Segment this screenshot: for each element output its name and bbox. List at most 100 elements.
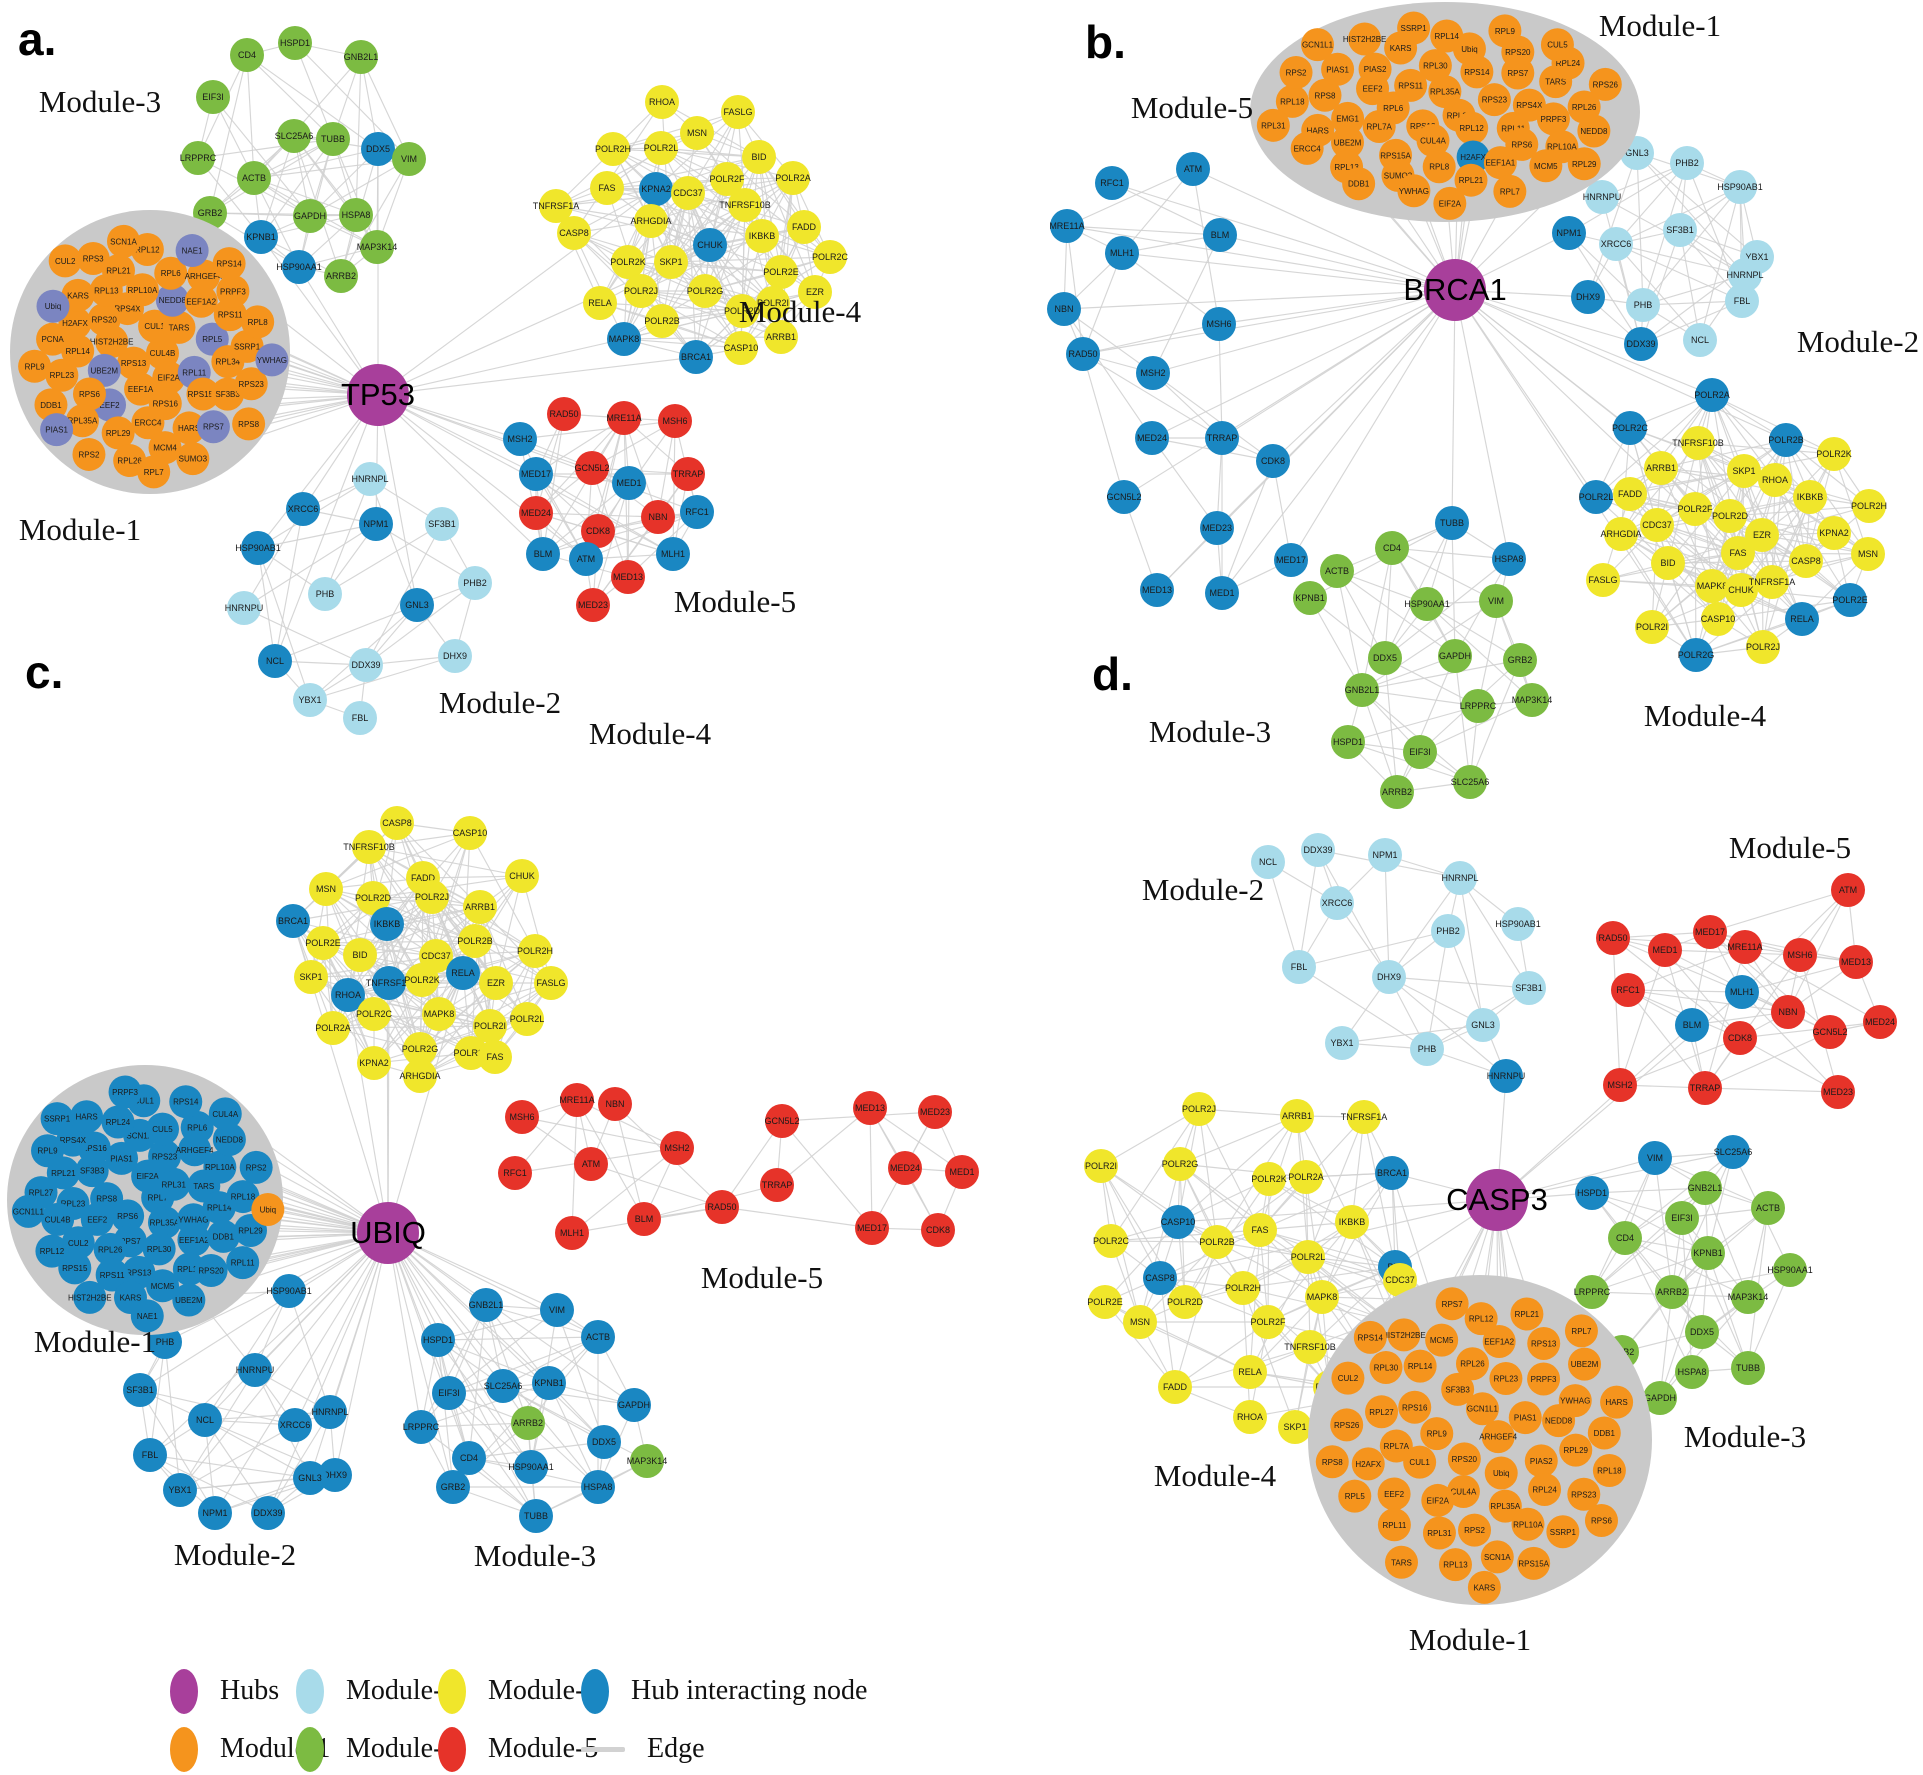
svg-text:RPL11: RPL11 [1501, 124, 1525, 133]
module-label: Module-4 [1154, 1458, 1277, 1493]
module4-swatch-icon [438, 1668, 466, 1714]
node-d-PHB: PHB [1410, 1032, 1444, 1066]
svg-text:EEF1A: EEF1A [128, 385, 154, 394]
svg-text:PRPF3: PRPF3 [1541, 115, 1567, 124]
edge-line-icon [581, 1746, 625, 1752]
svg-text:TUBB: TUBB [1440, 518, 1464, 528]
node-a-RPS20: RPS20 [87, 302, 121, 336]
svg-text:ARHGEF4: ARHGEF4 [185, 272, 223, 281]
svg-text:SF3B1: SF3B1 [428, 519, 456, 529]
svg-text:KARS: KARS [1473, 1583, 1495, 1592]
node-a-HNRNPL: HNRNPL [351, 462, 389, 496]
svg-text:RPL11: RPL11 [1382, 1521, 1406, 1530]
svg-text:MRE11A: MRE11A [1727, 942, 1762, 952]
svg-text:TARS: TARS [169, 323, 190, 332]
svg-text:RPS4X: RPS4X [60, 1136, 87, 1145]
node-d-RPS15A: RPS15A [1517, 1546, 1551, 1580]
node-a-MLH1: MLH1 [656, 537, 690, 571]
svg-text:RPL11: RPL11 [182, 368, 206, 377]
node-d-TARS: TARS [1385, 1545, 1419, 1579]
svg-text:TNFRSF10B: TNFRSF10B [1672, 438, 1724, 448]
svg-text:RPL8: RPL8 [248, 318, 269, 327]
node-d-HSPA8: HSPA8 [1675, 1355, 1709, 1389]
svg-text:NBN: NBN [648, 512, 667, 522]
svg-text:RPL23: RPL23 [1447, 111, 1472, 120]
svg-text:POLR2D: POLR2D [1167, 1297, 1204, 1307]
node-a-EZR: EZR [798, 275, 832, 309]
svg-text:RPS8: RPS8 [96, 1195, 117, 1204]
svg-text:POLR2H: POLR2H [1851, 501, 1887, 511]
node-b-ERCC4: ERCC4 [1290, 131, 1324, 165]
svg-text:POLR2I: POLR2I [1085, 1161, 1117, 1171]
svg-text:CUL4A: CUL4A [1420, 137, 1446, 146]
svg-text:RPL30: RPL30 [1423, 62, 1448, 71]
svg-text:KPNA2: KPNA2 [641, 184, 671, 194]
svg-text:EEF1A1: EEF1A1 [1485, 159, 1515, 168]
node-c-POLR2I: POLR2I [473, 1009, 507, 1043]
node-b-YWHAG: YWHAG [1397, 174, 1431, 208]
node-a-FAS: FAS [590, 171, 624, 205]
svg-text:SF3B3: SF3B3 [80, 1167, 105, 1176]
node-d-YWHAG: YWHAG [1558, 1384, 1592, 1418]
node-a-RPS2: RPS2 [72, 437, 106, 471]
node-c-RPL31: RPL31 [157, 1167, 191, 1201]
svg-text:RPS26: RPS26 [1593, 80, 1619, 89]
svg-text:BID: BID [1660, 558, 1676, 568]
svg-text:POLR2G: POLR2G [687, 286, 724, 296]
svg-text:IKBKB: IKBKB [374, 919, 401, 929]
svg-text:RPL7: RPL7 [1571, 1327, 1592, 1336]
node-d-H2AFX: H2AFX [1351, 1447, 1385, 1481]
svg-text:CHUK: CHUK [1728, 585, 1754, 595]
module-label: Module-2 [1797, 324, 1919, 359]
node-c-DHX9: DHX9 [318, 1458, 352, 1492]
node-b-RELA: RELA [1785, 602, 1819, 636]
svg-text:TARS: TARS [1391, 1558, 1412, 1567]
svg-text:ARHGEF4: ARHGEF4 [1479, 1433, 1517, 1442]
node-c-RPS23: RPS23 [148, 1139, 182, 1173]
node-c-GCN5L2: GCN5L2 [764, 1104, 800, 1138]
svg-text:HSP90AA1: HSP90AA1 [1404, 599, 1450, 609]
node-a-MED24: MED24 [519, 496, 553, 530]
node-c-POLR2B: POLR2B [457, 924, 493, 958]
module-label: Module-3 [474, 1538, 596, 1573]
svg-text:TARS: TARS [193, 1182, 214, 1191]
module-label: Module-2 [1142, 872, 1264, 907]
svg-text:RHOA: RHOA [1237, 1412, 1263, 1422]
svg-text:PRPF3: PRPF3 [1531, 1375, 1557, 1384]
svg-text:POLR2H: POLR2H [517, 946, 553, 956]
svg-text:RPL9: RPL9 [1427, 1430, 1448, 1439]
node-d-POLR2C: POLR2C [1093, 1224, 1130, 1258]
node-b-SLC25A6: SLC25A6 [1451, 765, 1489, 799]
node-d-RPL24: RPL24 [1528, 1472, 1562, 1506]
svg-text:RPL23: RPL23 [1494, 1375, 1519, 1384]
node-b-GCN5L2: GCN5L2 [1106, 480, 1142, 514]
node-a-POLR2B: POLR2B [644, 304, 680, 338]
node-c-POLR2A: POLR2A [315, 1011, 351, 1045]
node-b-FADD: FADD [1613, 477, 1647, 511]
svg-text:CASP8: CASP8 [559, 228, 589, 238]
svg-text:KPNA2: KPNA2 [1819, 528, 1849, 538]
node-b-PRPF3: PRPF3 [1536, 102, 1570, 136]
svg-text:HIST2H2BE: HIST2H2BE [90, 338, 134, 347]
node-a-PHB: PHB [308, 577, 342, 611]
svg-text:SCN1A: SCN1A [126, 1131, 153, 1140]
svg-text:TUBB: TUBB [1736, 1363, 1760, 1373]
node-d-RPL7A: RPL7A [1379, 1429, 1413, 1463]
node-b-FBL: FBL [1725, 284, 1759, 318]
svg-text:RPS23: RPS23 [1482, 96, 1508, 105]
svg-text:POLR2E: POLR2E [305, 938, 341, 948]
node-b-EIF2A: EIF2A [1433, 186, 1467, 220]
svg-text:RPL14: RPL14 [1434, 32, 1459, 41]
svg-text:SKP1: SKP1 [1283, 1422, 1306, 1432]
node-b-CUL4A: CUL4A [1416, 124, 1450, 158]
svg-text:GAPDH: GAPDH [618, 1400, 650, 1410]
node-d-RPL12: RPL12 [1464, 1302, 1498, 1336]
node-b-RAD50: RAD50 [1066, 337, 1100, 371]
node-a-LRPPRC: LRPPRC [180, 141, 217, 175]
svg-text:POLR2A: POLR2A [1288, 1172, 1324, 1182]
svg-text:MED1: MED1 [949, 1167, 974, 1177]
node-b-UBE2M: UBE2M [1330, 125, 1364, 159]
svg-text:RPL35A: RPL35A [68, 417, 98, 426]
node-b-BID: BID [1651, 546, 1685, 580]
